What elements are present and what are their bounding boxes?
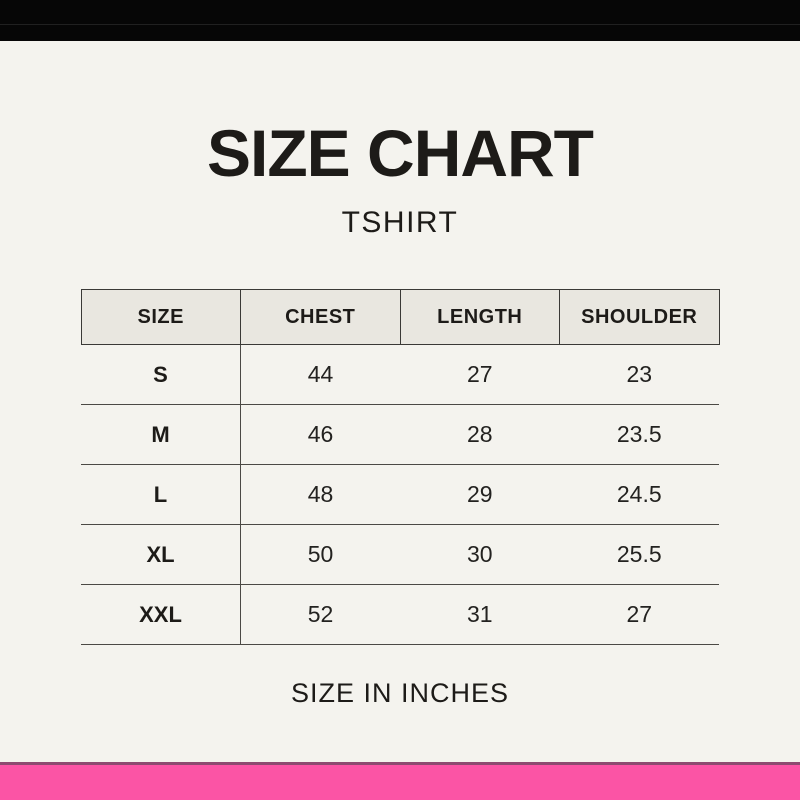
cell-shoulder: 24.5 [559,464,719,525]
cell-shoulder: 23.5 [559,404,719,465]
cell-size: S [81,344,241,405]
table-row: S 44 27 23 [81,344,719,405]
table-row: M 46 28 23.5 [81,404,719,465]
table-row: XL 50 30 25.5 [81,524,719,585]
column-header-shoulder: SHOULDER [559,289,720,345]
cell-size: M [81,404,241,465]
cell-shoulder: 23 [559,344,719,405]
cell-chest: 50 [240,524,400,585]
table-header-row: SIZE CHEST LENGTH SHOULDER [80,289,720,345]
cell-length: 28 [400,404,560,465]
column-header-size: SIZE [80,289,241,345]
cell-length: 29 [400,464,560,525]
table-row: L 48 29 24.5 [81,464,719,525]
table-row: XXL 52 31 27 [81,584,719,645]
top-black-bar [0,0,800,41]
cell-length: 27 [400,344,560,405]
page-subtitle: TSHIRT [341,206,459,239]
cell-length: 30 [400,524,560,585]
size-table: SIZE CHEST LENGTH SHOULDER S 44 27 23 M … [80,289,720,645]
units-note: SIZE IN INCHES [290,678,510,708]
cell-size: L [81,464,241,525]
cell-shoulder: 25.5 [559,524,719,585]
cell-chest: 52 [240,584,400,645]
cell-chest: 48 [240,464,400,525]
cell-size: XL [81,524,241,585]
top-bar-hairline [0,24,800,25]
bottom-pink-bar [0,762,800,800]
page-title: SIZE CHART [207,116,594,190]
cell-chest: 44 [240,344,400,405]
cell-shoulder: 27 [559,584,719,645]
column-header-chest: CHEST [240,289,401,345]
content-area: SIZE CHART TSHIRT SIZE CHEST LENGTH SHOU… [80,116,720,708]
cell-length: 31 [400,584,560,645]
column-header-length: LENGTH [399,289,560,345]
cell-size: XXL [81,584,241,645]
cell-chest: 46 [240,404,400,465]
